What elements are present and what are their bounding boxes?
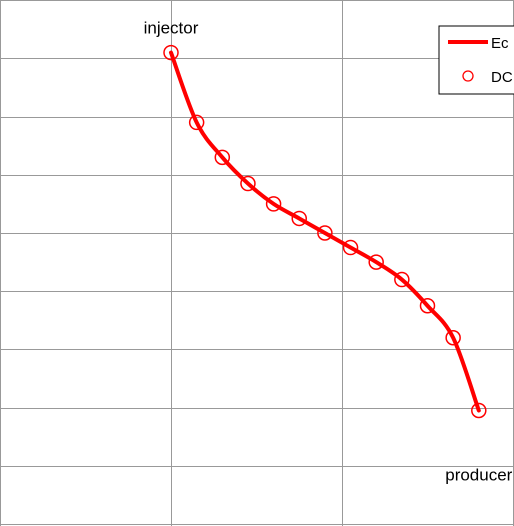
annotations: injector producer [144, 19, 513, 485]
data-point-dc [471, 402, 487, 419]
data-point-dc [188, 114, 205, 131]
data-point-dc [342, 239, 359, 256]
data-point-dc [368, 254, 384, 270]
legend-label-markers: DC [491, 69, 513, 86]
data-point-dc [445, 330, 461, 346]
annotation-injector: injector [144, 19, 199, 38]
series-lines [169, 50, 481, 413]
data-point-dc [291, 210, 307, 227]
data-point-dc [317, 225, 333, 241]
series-line-ec [169, 50, 481, 413]
legend-box [438, 25, 514, 95]
annotation-producer: producer [445, 465, 512, 484]
data-point-dc [163, 44, 179, 61]
legend-marker-swatch [462, 70, 474, 82]
series-markers [163, 44, 487, 419]
data-point-dc [394, 271, 410, 288]
data-point-dc [419, 298, 436, 314]
data-point-dc [265, 196, 282, 212]
data-point-dc [214, 149, 231, 166]
legend-label-line: Ec [491, 35, 509, 52]
legend: Ec DC [438, 25, 514, 95]
data-point-dc [240, 175, 256, 192]
